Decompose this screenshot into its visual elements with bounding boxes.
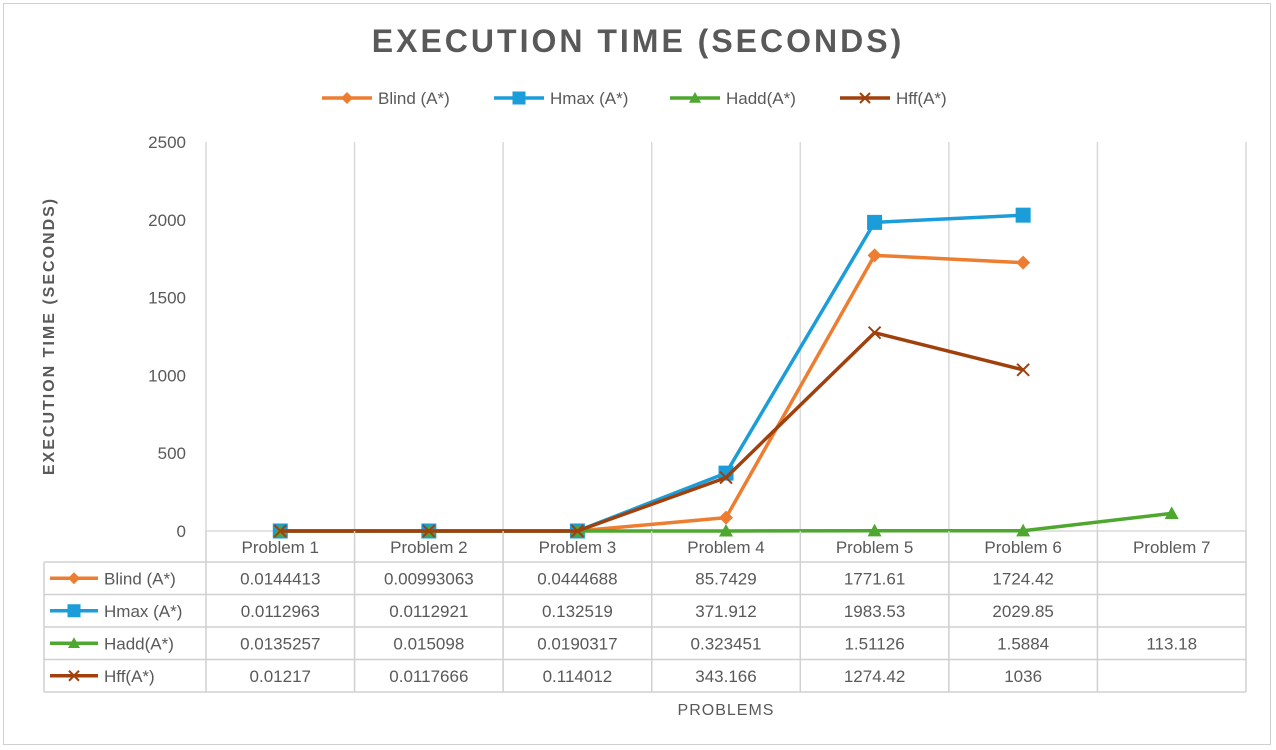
- table-cell: 0.0112963: [241, 602, 320, 621]
- table-cell: 0.132519: [542, 602, 613, 621]
- table-cell: 343.166: [695, 667, 756, 686]
- x-axis-title: PROBLEMS: [678, 702, 775, 719]
- table-cell: 1771.61: [844, 569, 905, 588]
- table-row: Hmax (A*) 0.0112963 0.0112921 0.132519 371.9…: [50, 602, 1054, 621]
- table-cell: 85.7429: [695, 569, 756, 588]
- table-cell: 1036: [1004, 667, 1042, 686]
- table-cell: 1274.42: [844, 667, 905, 686]
- x-tick-label: Problem 4: [687, 538, 764, 557]
- x-tick-label: Problem 1: [242, 538, 319, 557]
- table-cell: 0.00993063: [384, 569, 474, 588]
- y-tick-label: 500: [158, 444, 186, 463]
- table-row-label: Hadd(A*): [104, 634, 174, 653]
- legend-key-marker: [68, 637, 80, 649]
- table-row: Blind (A*) 0.0144413 0.00993063 0.0444688 85…: [50, 569, 1054, 588]
- y-tick-label: 0: [177, 522, 186, 541]
- chart-frame: [3, 3, 1271, 745]
- x-tick-label: Problem 5: [836, 538, 913, 557]
- data-point: [1016, 363, 1030, 377]
- legend-key-marker: [341, 92, 353, 104]
- x-tick-label: Problem 6: [984, 538, 1061, 557]
- table-cell: 0.323451: [691, 634, 762, 653]
- table-cell: 0.015098: [393, 634, 464, 653]
- data-point: [422, 524, 436, 538]
- table-cell: 0.0117666: [389, 667, 468, 686]
- x-tick-label: Problem 7: [1133, 538, 1210, 557]
- data-point: [867, 248, 882, 263]
- table-cell: 0.0444688: [537, 569, 617, 588]
- legend-key-marker: [512, 91, 526, 105]
- table-cell: 371.912: [695, 602, 756, 621]
- table-cell: 2029.85: [992, 602, 1053, 621]
- table-row: Hff(A*) 0.01217 0.0117666 0.114012 343.166 12…: [50, 667, 1042, 686]
- legend-key-marker: [68, 572, 80, 585]
- data-point: [867, 214, 883, 230]
- data-table: Problem 1 Problem 2 Problem 3 Problem 4 Prob…: [43, 531, 1247, 693]
- legend-label: Hadd(A*): [726, 89, 796, 108]
- data-point: [1164, 506, 1179, 519]
- data-point: [867, 523, 882, 537]
- legend-key-marker: [689, 92, 701, 103]
- series-line: [280, 330, 1024, 533]
- data-point: [273, 524, 287, 538]
- y-axis: 0 500 1000 1500 2000 2500: [148, 133, 186, 541]
- y-tick-label: 2500: [148, 133, 186, 152]
- table-cell: 1.51126: [844, 634, 904, 653]
- legend: Blind (A*) Hmax (A*) Hadd(A*) Hff(A*): [322, 89, 947, 108]
- legend-label: Hff(A*): [896, 89, 947, 108]
- legend-label: Hmax (A*): [550, 89, 628, 108]
- table-cell: 1724.42: [992, 569, 1053, 588]
- chart-title: EXECUTION TIME (SECONDS): [372, 23, 904, 59]
- y-tick-label: 1500: [148, 289, 186, 308]
- series-4: [273, 325, 1030, 538]
- data-point: [719, 470, 733, 485]
- data-point: [867, 325, 882, 340]
- legend-item: Blind (A*): [322, 89, 450, 108]
- data-point: [1016, 255, 1031, 270]
- data-point: [719, 510, 733, 525]
- table-cell: 1.5884: [997, 634, 1049, 653]
- table-cell: 0.0144413: [240, 569, 320, 588]
- legend-item: Hmax (A*): [494, 89, 628, 108]
- legend-item: Hff(A*): [840, 89, 947, 108]
- legend-item: Hadd(A*): [670, 89, 796, 108]
- data-point: [570, 524, 585, 538]
- series-layer: [272, 207, 1179, 539]
- y-tick-label: 2000: [148, 211, 186, 230]
- legend-key-marker: [68, 670, 80, 682]
- y-axis-title: EXECUTION TIME (SECONDS): [41, 197, 58, 475]
- table-cell: 1983.53: [844, 602, 905, 621]
- data-point: [1016, 523, 1031, 537]
- table-cell: 0.01217: [250, 667, 311, 686]
- x-tick-label: Problem 3: [539, 538, 616, 557]
- table-row-label: Hmax (A*): [104, 602, 182, 621]
- table-cell: 0.114012: [543, 667, 613, 686]
- legend-label: Blind (A*): [378, 89, 450, 108]
- data-point: [719, 523, 733, 537]
- legend-key-marker: [859, 92, 871, 104]
- x-tick-label: Problem 2: [390, 538, 467, 557]
- y-tick-label: 1000: [148, 366, 186, 385]
- table-row-label: Hff(A*): [104, 667, 155, 686]
- table-cell: 0.0112921: [389, 602, 468, 621]
- table-cell: 0.0190317: [537, 634, 617, 653]
- table-cell: 0.0135257: [240, 634, 320, 653]
- table-row-label: Blind (A*): [104, 569, 176, 588]
- table-row: Hadd(A*) 0.0135257 0.015098 0.0190317 0.3234…: [50, 634, 1197, 653]
- legend-key-marker: [67, 604, 81, 618]
- data-point: [1015, 207, 1031, 223]
- table-cell: 113.18: [1146, 634, 1197, 653]
